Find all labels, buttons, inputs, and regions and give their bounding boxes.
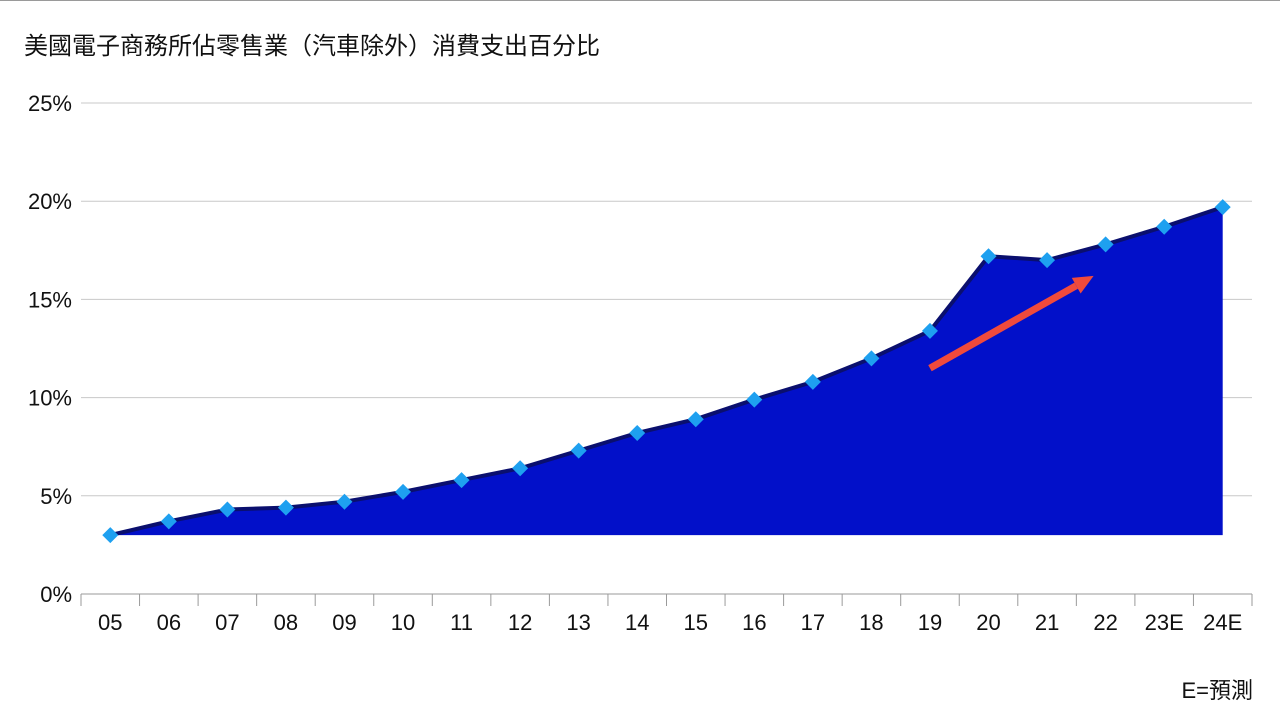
x-tick-label: 15 (684, 610, 708, 635)
series-line (109, 205, 1224, 538)
data-point-marker (102, 527, 119, 544)
data-point-marker (1156, 218, 1173, 235)
area-series (109, 205, 1224, 538)
trend-arrow-head (1071, 275, 1094, 294)
y-tick-label: 0% (40, 582, 72, 607)
x-tick-label: 13 (566, 610, 590, 635)
x-tick-label: 20 (976, 610, 1000, 635)
x-tick-label: 16 (742, 610, 766, 635)
x-tick-label: 11 (450, 610, 473, 635)
data-point-marker (687, 411, 704, 428)
y-tick-label: 20% (28, 189, 72, 214)
data-point-marker (1097, 236, 1114, 253)
data-point-marker (219, 501, 236, 518)
x-axis: 05 06 07 08 09 10 11 12 13 14 15 16 17 18 19 20 21 22 23E 2… (80, 593, 1253, 635)
x-tick-label: 05 (98, 610, 122, 635)
data-point-marker (921, 322, 938, 339)
trend-arrow-group (928, 275, 1094, 372)
data-point-marker (1039, 252, 1056, 269)
x-tick-label: 22 (1093, 610, 1117, 635)
chart-title: 美國電子商務所佔零售業（汽車除外）消費支出百分比 (24, 33, 600, 60)
top-rule (0, 0, 1280, 1)
y-tick-label: 10% (28, 386, 72, 411)
data-point-marker (277, 499, 294, 516)
x-tick-label: 09 (332, 610, 356, 635)
x-tick-label: 10 (391, 610, 415, 635)
data-point-marker (746, 391, 763, 408)
x-tick-label: 19 (918, 610, 942, 635)
forecast-footnote: E=預測 (1181, 678, 1253, 703)
y-tick-label: 15% (28, 287, 72, 312)
data-point-marker (160, 513, 177, 530)
data-point-marker (980, 248, 997, 265)
x-tick-label: 06 (157, 610, 181, 635)
data-point-marker (570, 442, 587, 459)
data-point-marker (629, 424, 646, 441)
area-fill (110, 207, 1223, 536)
x-tick-label: 24E (1203, 610, 1242, 635)
x-tick-label: 17 (801, 610, 825, 635)
x-tick-label: 08 (274, 610, 298, 635)
data-point-marker (512, 460, 529, 477)
data-point-marker (804, 373, 821, 390)
data-point-marker (1214, 199, 1231, 216)
y-tick-label: 5% (40, 484, 72, 509)
x-tick-label: 23E (1145, 610, 1184, 635)
data-point-marker (336, 493, 353, 510)
x-tick-label: 12 (508, 610, 532, 635)
x-tick-label: 18 (859, 610, 883, 635)
x-tick-label: 21 (1035, 610, 1059, 635)
data-point-marker (453, 472, 470, 489)
data-point-marker (863, 350, 880, 367)
trend-arrow-shaft (928, 282, 1078, 372)
x-tick-label: 14 (625, 610, 649, 635)
data-point-marker (395, 483, 412, 500)
x-tick-label: 07 (215, 610, 239, 635)
data-markers (102, 199, 1231, 544)
y-axis-tick-labels: 0% 5% 10% 15% 20% 25% (28, 91, 72, 607)
y-tick-label: 25% (28, 91, 72, 116)
